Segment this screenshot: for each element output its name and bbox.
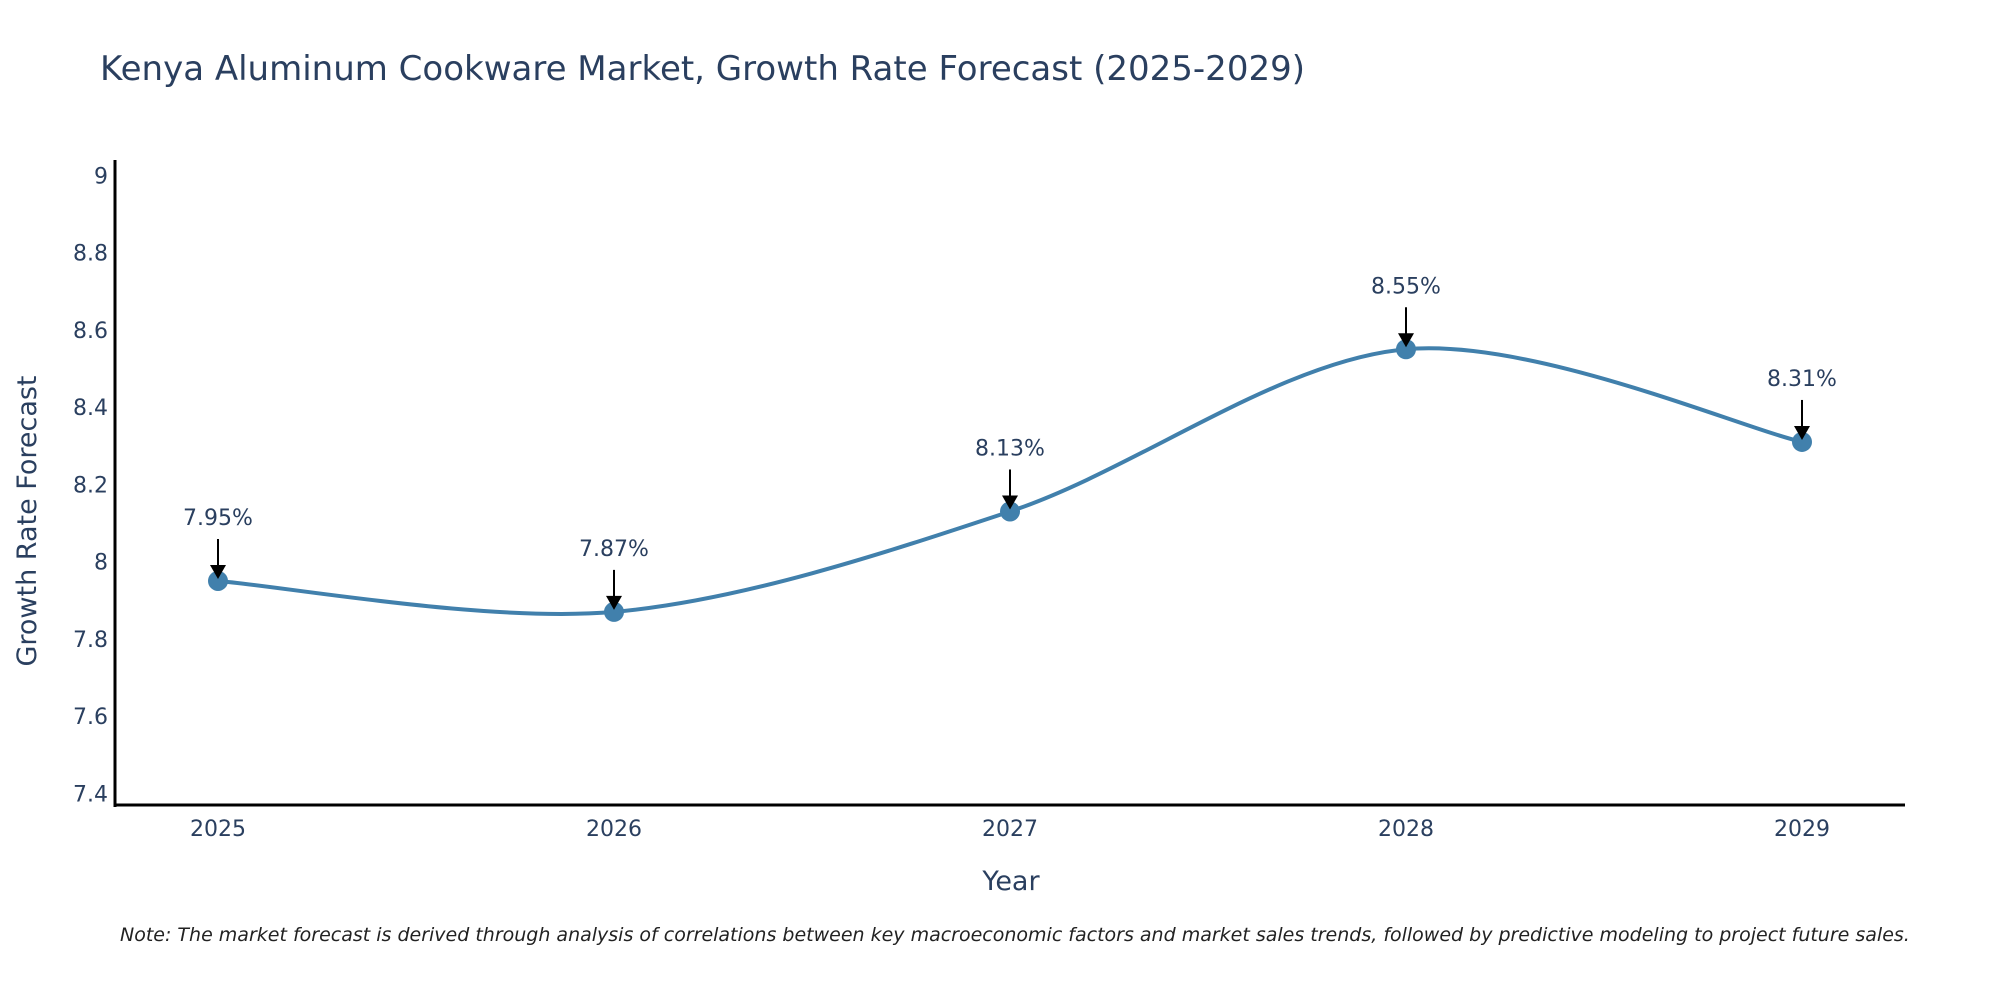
annotation-arrow-head	[210, 564, 226, 579]
y-tick-label: 8.6	[73, 319, 108, 344]
annotation-arrow-head	[1398, 333, 1414, 348]
annotation-arrow-head	[606, 595, 622, 610]
y-axis-title: Growth Rate Forecast	[12, 375, 43, 666]
data-annotations: 7.95% 7.87% 8.13% 8.55% 8.31%	[183, 274, 1837, 610]
data-series	[208, 339, 1812, 622]
x-axis: 2025 2026 2027 2028 2029	[114, 803, 1905, 842]
chart-note: Note: The market forecast is derived thr…	[120, 924, 1910, 946]
y-tick-label: 7.6	[73, 705, 108, 730]
y-tick-label: 7.4	[73, 782, 108, 807]
data-label: 7.87%	[579, 537, 649, 562]
y-tick-label: 9	[94, 164, 108, 189]
data-label: 8.55%	[1371, 274, 1441, 299]
y-axis: 7.4 7.6 7.8 8 8.2 8.4 8.6 8.8 9	[73, 160, 117, 807]
y-tick-label: 8.8	[73, 242, 108, 267]
x-axis-title: Year	[981, 866, 1040, 897]
x-tick-label: 2026	[586, 817, 642, 842]
y-tick-label: 8.2	[73, 473, 108, 498]
data-point	[1000, 501, 1020, 522]
x-tick-label: 2025	[190, 817, 246, 842]
data-label: 8.13%	[975, 436, 1045, 461]
x-tick-label: 2029	[1774, 817, 1830, 842]
y-tick-label: 8	[94, 551, 108, 576]
chart-title: Kenya Aluminum Cookware Market, Growth R…	[100, 49, 1305, 89]
x-tick-label: 2028	[1378, 817, 1434, 842]
annotation-arrow-head	[1002, 495, 1018, 510]
annotation-arrow-head	[1794, 425, 1810, 440]
x-tick-label: 2027	[982, 817, 1038, 842]
y-tick-label: 7.8	[73, 628, 108, 653]
data-label: 7.95%	[183, 506, 253, 531]
data-point	[1792, 431, 1812, 452]
data-label: 8.31%	[1767, 367, 1837, 392]
y-tick-label: 8.4	[73, 396, 108, 421]
data-point	[604, 601, 624, 622]
data-point	[1396, 339, 1416, 360]
data-point	[208, 570, 228, 591]
